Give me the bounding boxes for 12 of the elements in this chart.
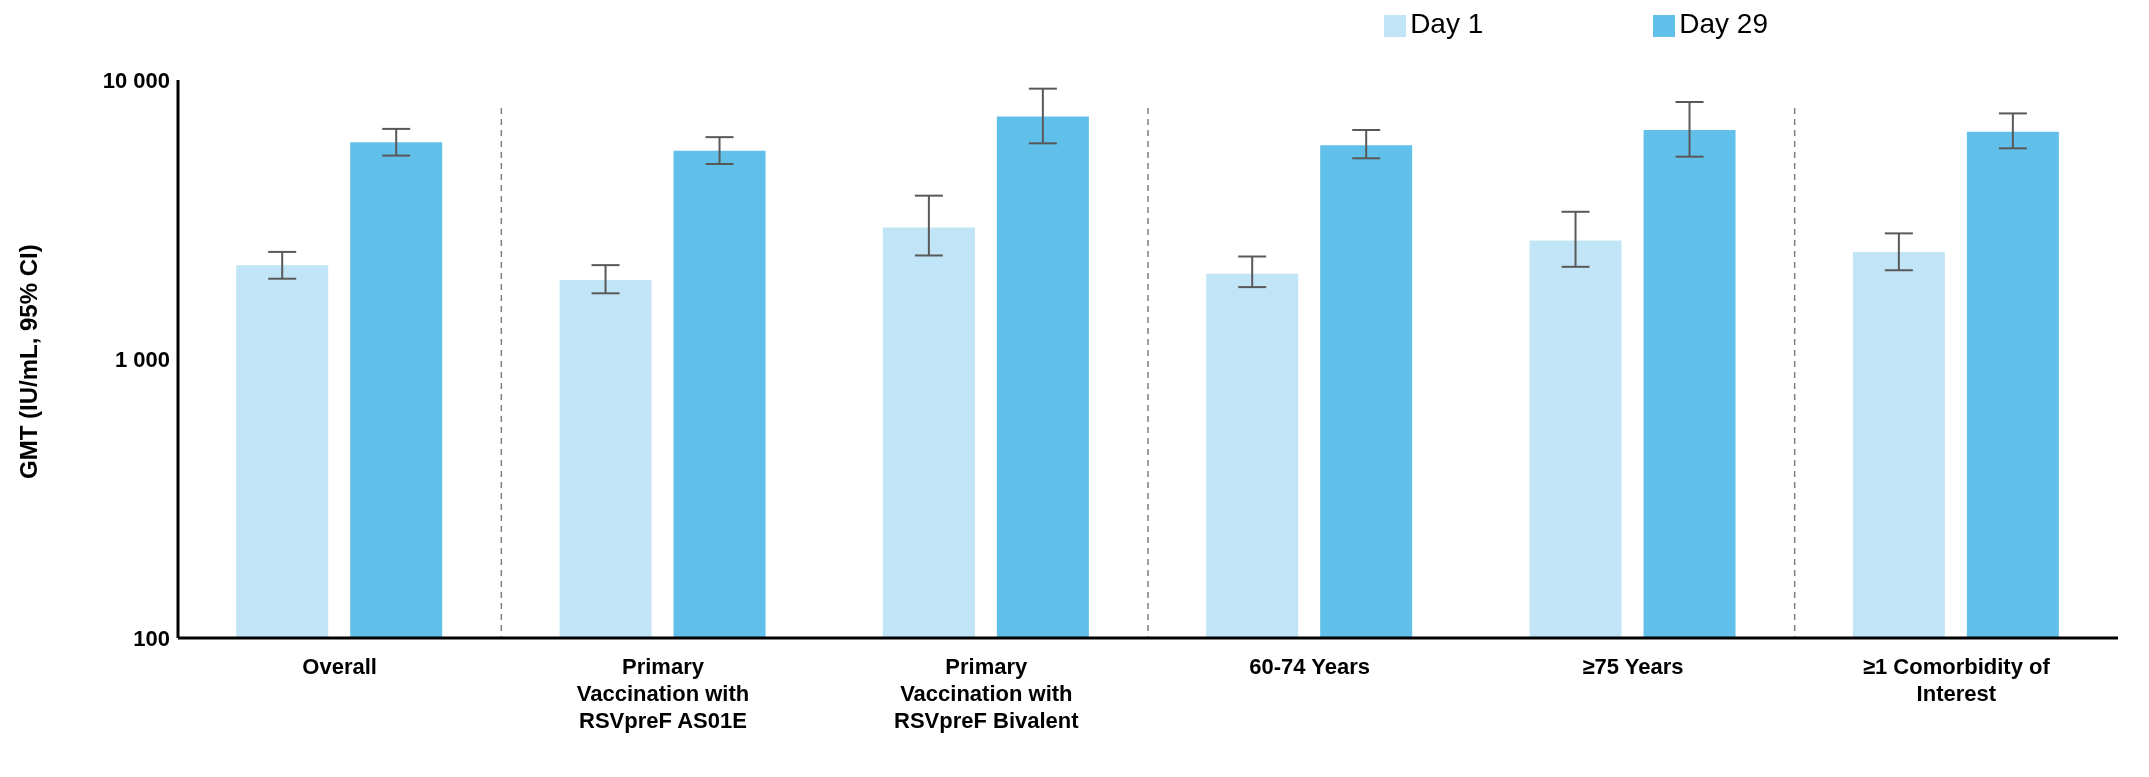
x-tick-label: Overall	[302, 654, 377, 679]
x-tick-label: 60-74 Years	[1249, 654, 1371, 679]
x-tick-label: Primary Vaccination with RSVpreF AS01E	[576, 654, 750, 733]
y-axis-title: GMT (IU/mL, 95% CI)	[14, 244, 42, 479]
y-tick-label: 100	[133, 625, 170, 651]
y-tick-label: 10 000	[102, 67, 170, 93]
legend-label: Day 29	[1679, 8, 1768, 39]
y-tick-label: 1 000	[114, 346, 170, 372]
legend-label: Day 1	[1410, 8, 1484, 39]
x-tick-label: Primary Vaccination with RSVpreF Bivalent	[894, 654, 1080, 733]
x-tick-label: ≥1 Comorbidity of Interest	[1862, 654, 2051, 706]
x-tick-label: ≥75 Years	[1582, 654, 1684, 679]
